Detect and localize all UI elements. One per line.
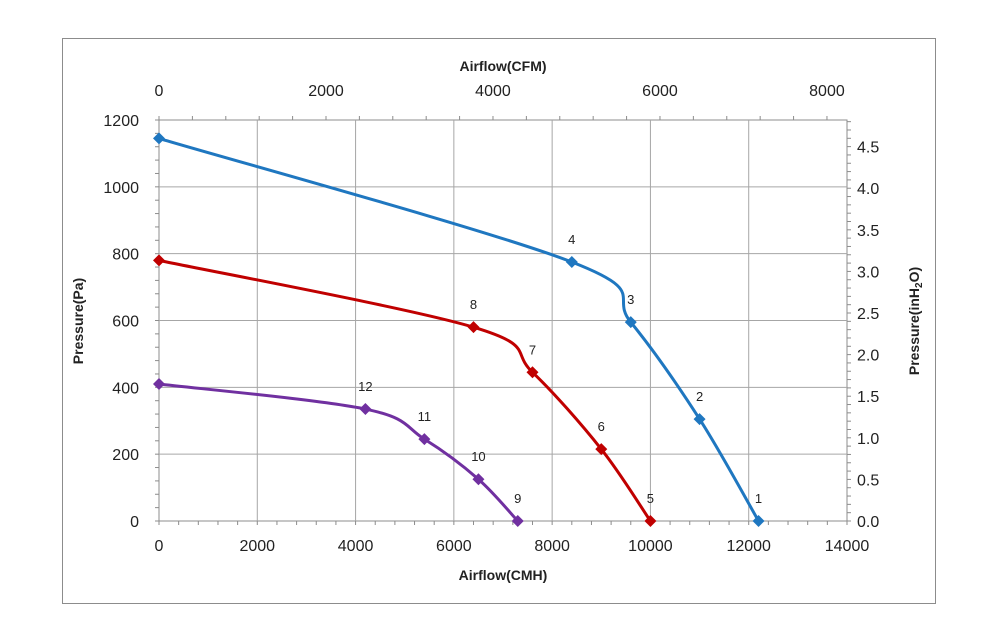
data-point-marker (153, 132, 165, 145)
x-tick-label: 10000 (628, 538, 673, 555)
x-tick-label: 6000 (436, 538, 472, 555)
y2-tick-label: 0.0 (857, 514, 879, 531)
point-label: 3 (627, 292, 634, 307)
x-tick-label: 4000 (338, 538, 374, 555)
y-tick-label: 1000 (103, 180, 139, 197)
y2-tick-label: 2.0 (857, 348, 879, 365)
series-2: 8 7 6 5 (153, 254, 657, 527)
point-label: 12 (358, 379, 372, 394)
axis-ticks (155, 116, 851, 525)
x2-tick-label: 8000 (809, 83, 845, 100)
point-label: 8 (470, 297, 477, 312)
y-tick-label: 0 (130, 514, 139, 531)
data-point-marker (418, 433, 431, 446)
y-tick-label: 800 (112, 247, 139, 264)
data-point-marker (153, 254, 165, 267)
data-point-marker (752, 515, 765, 527)
point-label: 11 (418, 409, 432, 424)
series-line (158, 382, 519, 523)
data-point-marker (565, 256, 578, 269)
point-label: 1 (755, 491, 762, 506)
data-point-marker (472, 473, 485, 486)
data-point-marker (359, 403, 372, 416)
x2-tick-label: 2000 (308, 83, 344, 100)
x2-tick-label: 0 (155, 83, 164, 100)
y-tick-label: 200 (112, 447, 139, 464)
x-tick-label: 8000 (534, 538, 570, 555)
point-label: 6 (598, 419, 605, 434)
x-tick-label: 2000 (239, 538, 275, 555)
y2-title-subscript: 2 (914, 282, 925, 288)
y-tick-label: 400 (112, 380, 139, 397)
grid-lines (159, 120, 847, 521)
y-tick-label: 1200 (103, 113, 139, 130)
x-tick-label: 14000 (825, 538, 870, 555)
y2-tick-label: 1.5 (857, 389, 879, 406)
data-point-marker (467, 321, 480, 334)
x-axis-title: Airflow(CMH) (459, 567, 548, 583)
tick-labels: 0 2000 4000 6000 8000 10000 12000 1400002004006… (103, 83, 879, 555)
data-point-marker (624, 316, 637, 329)
y2-tick-label: 2.5 (857, 306, 879, 323)
series-group: 4 3 2 1 8 7 6 5 12 11 10 9 (153, 132, 765, 527)
chart-frame: 4 3 2 1 8 7 6 5 12 11 10 9 0 2000 4000 6000 8000 10000 12… (62, 38, 936, 604)
point-label: 4 (568, 232, 575, 247)
series-3: 12 11 10 9 (153, 377, 524, 527)
y2-axis-title: Pressure(inH2O) (906, 267, 925, 375)
x2-tick-label: 6000 (642, 83, 678, 100)
point-label: 2 (696, 389, 703, 404)
y2-tick-label: 3.0 (857, 264, 879, 281)
x-tick-label: 12000 (726, 538, 771, 555)
y2-tick-label: 3.5 (857, 223, 879, 240)
point-label: 9 (514, 491, 521, 506)
data-point-marker (511, 515, 524, 527)
point-label: 10 (471, 449, 485, 464)
y2-title-part-1: Pressure(inH (906, 288, 922, 375)
data-point-marker (644, 515, 657, 527)
y2-tick-label: 1.0 (857, 431, 879, 448)
data-point-marker (693, 413, 706, 426)
point-label: 7 (529, 342, 536, 357)
y-axis-title: Pressure(Pa) (70, 278, 86, 364)
series-1: 4 3 2 1 (153, 132, 765, 527)
data-point-marker (526, 366, 539, 379)
y2-tick-label: 4.0 (857, 181, 879, 198)
data-point-marker (153, 377, 165, 390)
y2-title-part-2: O) (906, 267, 922, 283)
x2-axis-title: Airflow(CFM) (459, 58, 546, 74)
y2-tick-label: 0.5 (857, 472, 879, 489)
y2-tick-label: 4.5 (857, 140, 879, 157)
y-tick-label: 600 (112, 314, 139, 331)
x2-tick-label: 4000 (475, 83, 511, 100)
series-line (158, 258, 652, 522)
data-point-marker (595, 443, 608, 456)
point-label: 5 (647, 491, 654, 506)
x-tick-label: 0 (155, 538, 164, 555)
series-line (158, 136, 760, 522)
